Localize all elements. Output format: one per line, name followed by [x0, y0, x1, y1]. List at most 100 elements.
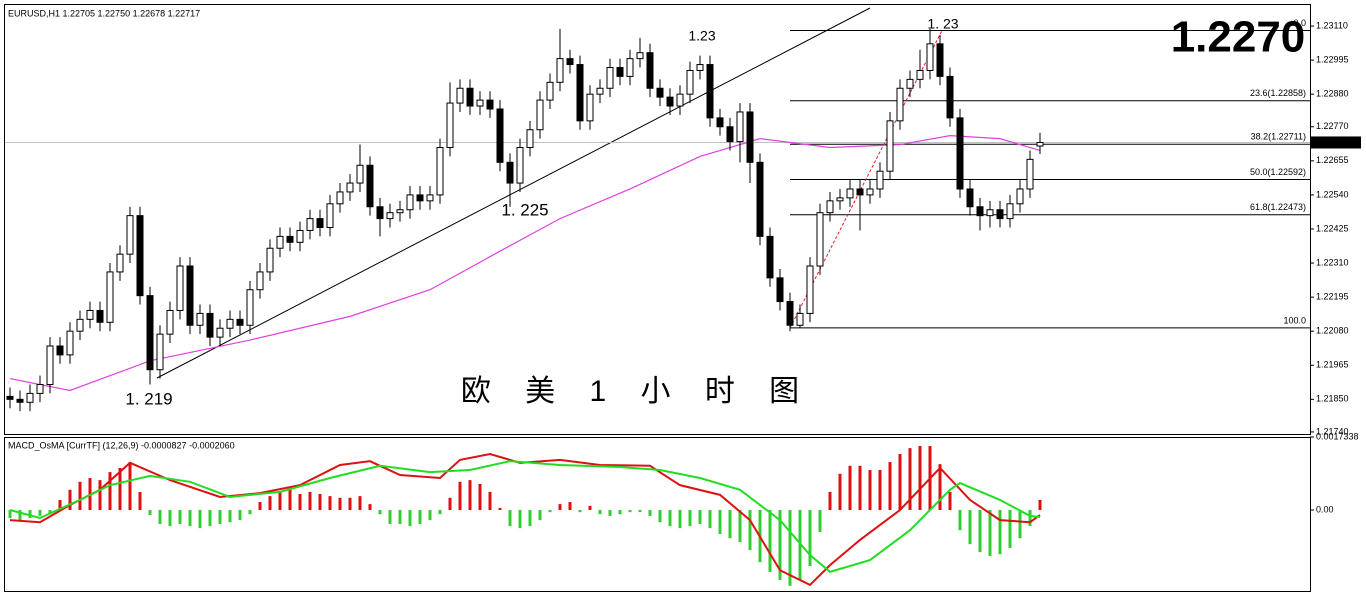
histogram-bar	[108, 472, 112, 511]
histogram-bar	[138, 491, 142, 511]
candle-body	[166, 309, 174, 335]
candle-body	[376, 206, 384, 220]
histogram-bar	[868, 470, 872, 511]
chart-title: 欧 美 1 小 时 图	[461, 375, 799, 408]
histogram-bar	[678, 510, 682, 529]
histogram-bar	[48, 510, 52, 515]
candle-body	[766, 235, 774, 279]
candle-body	[666, 96, 674, 107]
macd-line	[9, 452, 1041, 587]
candle-body	[96, 309, 104, 323]
candle-body	[216, 327, 224, 338]
trend-line	[156, 7, 871, 379]
histogram-bar	[618, 510, 622, 515]
y-tick-label: 1.22540	[1316, 189, 1349, 199]
candle-body	[56, 345, 64, 356]
histogram-bar	[818, 510, 822, 532]
candle-body	[276, 235, 284, 249]
candle-body	[916, 69, 924, 80]
histogram-bar	[298, 494, 302, 511]
annotation: 1. 219	[125, 389, 172, 408]
candle-body	[426, 194, 434, 202]
candle-body	[926, 43, 934, 71]
histogram-bar	[718, 510, 722, 535]
histogram-bar	[18, 510, 22, 521]
histogram-bar	[308, 491, 312, 511]
candle-body	[116, 253, 124, 273]
histogram-bar	[438, 510, 442, 515]
macd-line	[9, 460, 1041, 574]
candle-body	[516, 147, 524, 184]
fib-label: 23.6(1.22858)	[1250, 88, 1306, 98]
y-tick-label: 1.23110	[1316, 20, 1348, 30]
histogram-bar	[488, 491, 492, 511]
histogram-bar	[978, 510, 982, 553]
histogram-bar	[338, 497, 342, 511]
candle-body	[976, 206, 984, 217]
histogram-bar	[448, 497, 452, 511]
candle-body	[606, 67, 614, 89]
moving-average	[9, 135, 1041, 392]
candle-body	[146, 295, 154, 371]
histogram-bar	[668, 510, 672, 527]
candle-body	[1016, 188, 1024, 205]
candle-body	[476, 99, 484, 107]
histogram-bar	[38, 510, 42, 516]
candle-body	[266, 247, 274, 273]
candle-body	[366, 164, 374, 208]
histogram-bar	[458, 481, 462, 511]
histogram-bar	[828, 491, 832, 511]
y-tick-label: 1.22880	[1316, 89, 1349, 99]
candle-body	[326, 203, 334, 228]
candle-body	[36, 384, 44, 394]
candle-body	[306, 218, 314, 231]
candle-body	[1006, 203, 1014, 220]
histogram-bar	[878, 470, 882, 511]
histogram-bar	[218, 510, 222, 524]
candle-body	[586, 93, 594, 122]
histogram-bar	[508, 510, 512, 527]
candle-body	[846, 188, 854, 199]
histogram-bar	[768, 510, 772, 572]
histogram-bar	[1018, 510, 1022, 539]
candle-body	[796, 312, 804, 326]
histogram-bar	[58, 499, 62, 511]
candle-body	[316, 218, 324, 228]
candle-body	[626, 58, 634, 77]
candle-body	[106, 271, 114, 323]
candle-body	[646, 52, 654, 89]
candle-body	[736, 111, 744, 143]
candle-body	[136, 215, 144, 297]
candle-body	[46, 345, 54, 386]
macd-panel-frame	[4, 437, 1311, 592]
candle-body	[336, 191, 344, 205]
candle-body	[156, 333, 164, 371]
fib-label: 38.2(1.22711)	[1251, 132, 1306, 142]
histogram-bar	[1008, 510, 1012, 548]
histogram-bar	[378, 510, 382, 515]
candle-body	[966, 188, 974, 208]
histogram-bar	[858, 465, 862, 511]
candle-body	[466, 87, 474, 107]
histogram-bar	[168, 510, 172, 527]
fib-label: 61.8(1.22473)	[1250, 202, 1306, 212]
candle-body	[536, 99, 544, 131]
histogram-bar	[328, 496, 332, 511]
histogram-bar	[908, 448, 912, 511]
main-panel-frame	[4, 4, 1311, 435]
histogram-bar	[848, 465, 852, 511]
histogram-bar	[968, 510, 972, 545]
histogram-bar	[648, 510, 652, 516]
candle-body	[386, 212, 394, 220]
candle-body	[826, 200, 834, 214]
y-tick-label: 1.21850	[1316, 394, 1349, 404]
histogram-bar	[738, 510, 742, 543]
candle-body	[676, 93, 684, 107]
histogram-bar	[268, 496, 272, 511]
y-tick-label: 1.22425	[1316, 223, 1349, 233]
histogram-bar	[798, 510, 802, 580]
candle-body	[16, 398, 24, 403]
candle-body	[906, 78, 914, 89]
histogram-bar	[288, 489, 292, 511]
